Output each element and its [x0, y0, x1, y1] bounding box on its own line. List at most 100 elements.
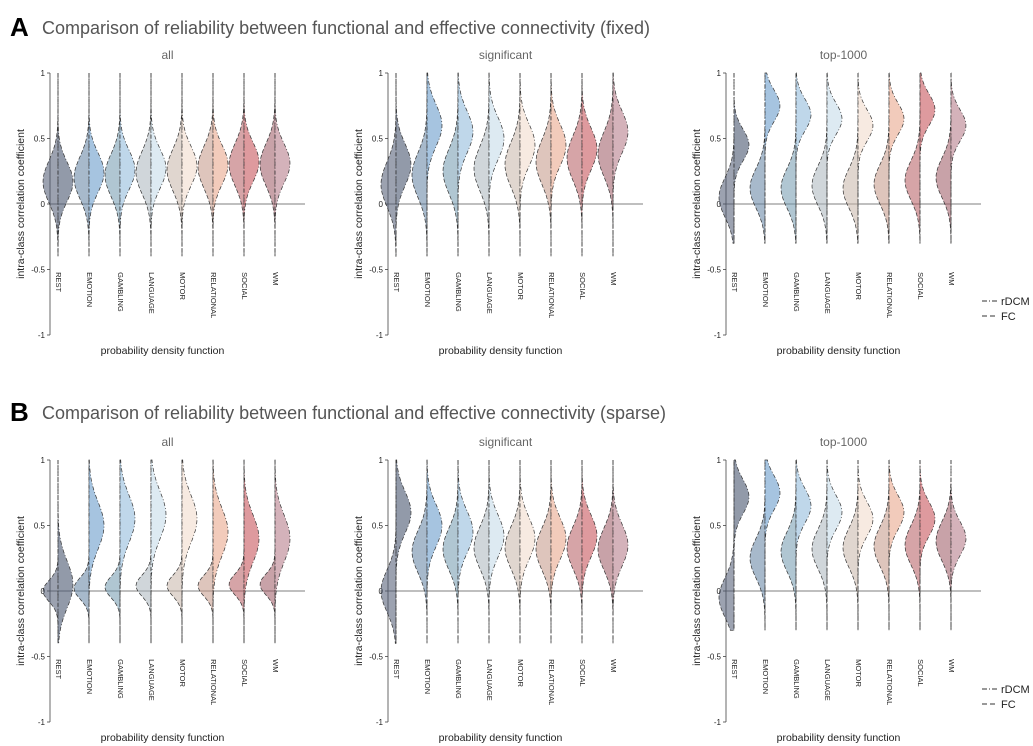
violin-fc-motor [166, 73, 183, 257]
category-label: WM [947, 659, 956, 672]
violin-rdcm-social [919, 459, 936, 631]
category-label: EMOTION [423, 272, 432, 307]
y-tick-label: -0.5 [707, 266, 721, 275]
panel-title: top-1000 [820, 435, 868, 449]
category-label: MOTOR [516, 272, 525, 300]
violin-rdcm-motor [181, 73, 198, 257]
category-label: MOTOR [516, 659, 525, 687]
violin-rdcm-language [150, 459, 167, 644]
category-label: WM [271, 659, 280, 672]
violin-fc-wm [259, 460, 276, 644]
violin-rdcm-motor [519, 460, 536, 644]
category-label: RELATIONAL [885, 659, 894, 705]
x-axis-label: probability density function [439, 732, 563, 744]
legend-fc-label: FC [1001, 311, 1016, 323]
violin-rdcm-gambling [457, 72, 474, 257]
violin-rdcm-language [826, 459, 843, 631]
violin-fc-language [811, 73, 828, 244]
violin-fc-social [566, 73, 583, 257]
y-tick-label: 0.5 [34, 522, 46, 531]
x-axis-label: probability density function [777, 732, 901, 744]
violin-fc-relational [873, 460, 890, 631]
violin-rdcm-motor [857, 459, 874, 631]
category-label: RELATIONAL [885, 272, 894, 318]
violin-rdcm-rest [57, 73, 74, 257]
violin-rdcm-social [581, 73, 598, 257]
category-label: RELATIONAL [547, 659, 556, 705]
category-label: GAMBLING [454, 272, 463, 312]
violin-rdcm-rest [733, 73, 750, 244]
row-a-title: Comparison of reliability between functi… [42, 18, 650, 38]
y-tick-label: 0.5 [372, 522, 384, 531]
violin-rdcm-gambling [119, 459, 136, 644]
violin-fc-social [228, 73, 245, 257]
violin-rdcm-rest [57, 460, 74, 644]
category-label: REST [730, 659, 739, 679]
y-tick-label: 1 [379, 69, 384, 78]
category-label: SOCIAL [240, 659, 249, 687]
violin-fc-relational [197, 73, 214, 257]
category-label: EMOTION [85, 659, 94, 694]
violin-fc-gambling [780, 73, 797, 244]
category-label: WM [609, 659, 618, 672]
x-axis-label: probability density function [101, 345, 225, 357]
category-label: RELATIONAL [547, 272, 556, 318]
violin-rdcm-gambling [119, 73, 136, 257]
violin-rdcm-wm [274, 73, 291, 257]
violin-rdcm-motor [857, 72, 874, 244]
category-label: SOCIAL [578, 659, 587, 687]
category-label: LANGUAGE [485, 272, 494, 314]
row-a-letter: A [10, 12, 29, 42]
violin-rdcm-relational [212, 459, 229, 644]
y-tick-label: 1 [717, 69, 722, 78]
category-label: EMOTION [761, 659, 770, 694]
y-axis-label: intra-class correlation coefficient [353, 516, 365, 666]
violin-rdcm-social [581, 460, 598, 644]
panel-title: all [161, 48, 173, 62]
category-label: MOTOR [854, 659, 863, 687]
y-tick-label: 0 [717, 200, 722, 209]
violin-rdcm-social [243, 73, 260, 257]
y-tick-label: -1 [38, 331, 46, 340]
violin-rdcm-motor [519, 72, 536, 257]
category-label: GAMBLING [792, 659, 801, 699]
category-label: MOTOR [178, 272, 187, 300]
violin-fc-motor [842, 460, 859, 631]
violin-fc-wm [259, 73, 276, 257]
violin-fc-emotion [73, 73, 90, 257]
violin-rdcm-rest [733, 459, 750, 631]
y-tick-label: -0.5 [707, 653, 721, 662]
y-axis-label: intra-class correlation coefficient [691, 129, 703, 279]
y-tick-label: -0.5 [31, 266, 45, 275]
y-tick-label: -0.5 [369, 266, 383, 275]
y-tick-label: -0.5 [369, 653, 383, 662]
violin-fc-language [135, 460, 152, 644]
violin-rdcm-language [488, 72, 505, 257]
row-b-letter: B [10, 397, 29, 427]
category-label: GAMBLING [792, 272, 801, 312]
violin-fc-gambling [442, 460, 459, 644]
violin-fc-motor [504, 460, 521, 644]
legend-row-b: rDCM FC [982, 684, 1030, 711]
violin-fc-language [811, 460, 828, 631]
violin-rdcm-language [826, 72, 843, 244]
violin-fc-motor [504, 73, 521, 257]
violin-fc-social [904, 73, 921, 244]
category-label: REST [54, 272, 63, 292]
category-label: SOCIAL [916, 272, 925, 300]
violin-fc-rest [718, 73, 735, 244]
category-label: SOCIAL [578, 272, 587, 300]
violin-rdcm-motor [181, 459, 198, 644]
violin-rdcm-emotion [88, 73, 105, 257]
y-tick-label: 0 [717, 587, 722, 596]
violin-fc-relational [535, 73, 552, 257]
violin-fc-motor [842, 73, 859, 244]
category-label: REST [392, 659, 401, 679]
category-label: GAMBLING [454, 659, 463, 699]
violin-panel-top-1000: top-1000 -1 -0.5 0 0.5 1 intra-class correlati… [691, 48, 981, 357]
violin-fc-rest [380, 73, 397, 257]
violin-rdcm-emotion [426, 459, 443, 644]
